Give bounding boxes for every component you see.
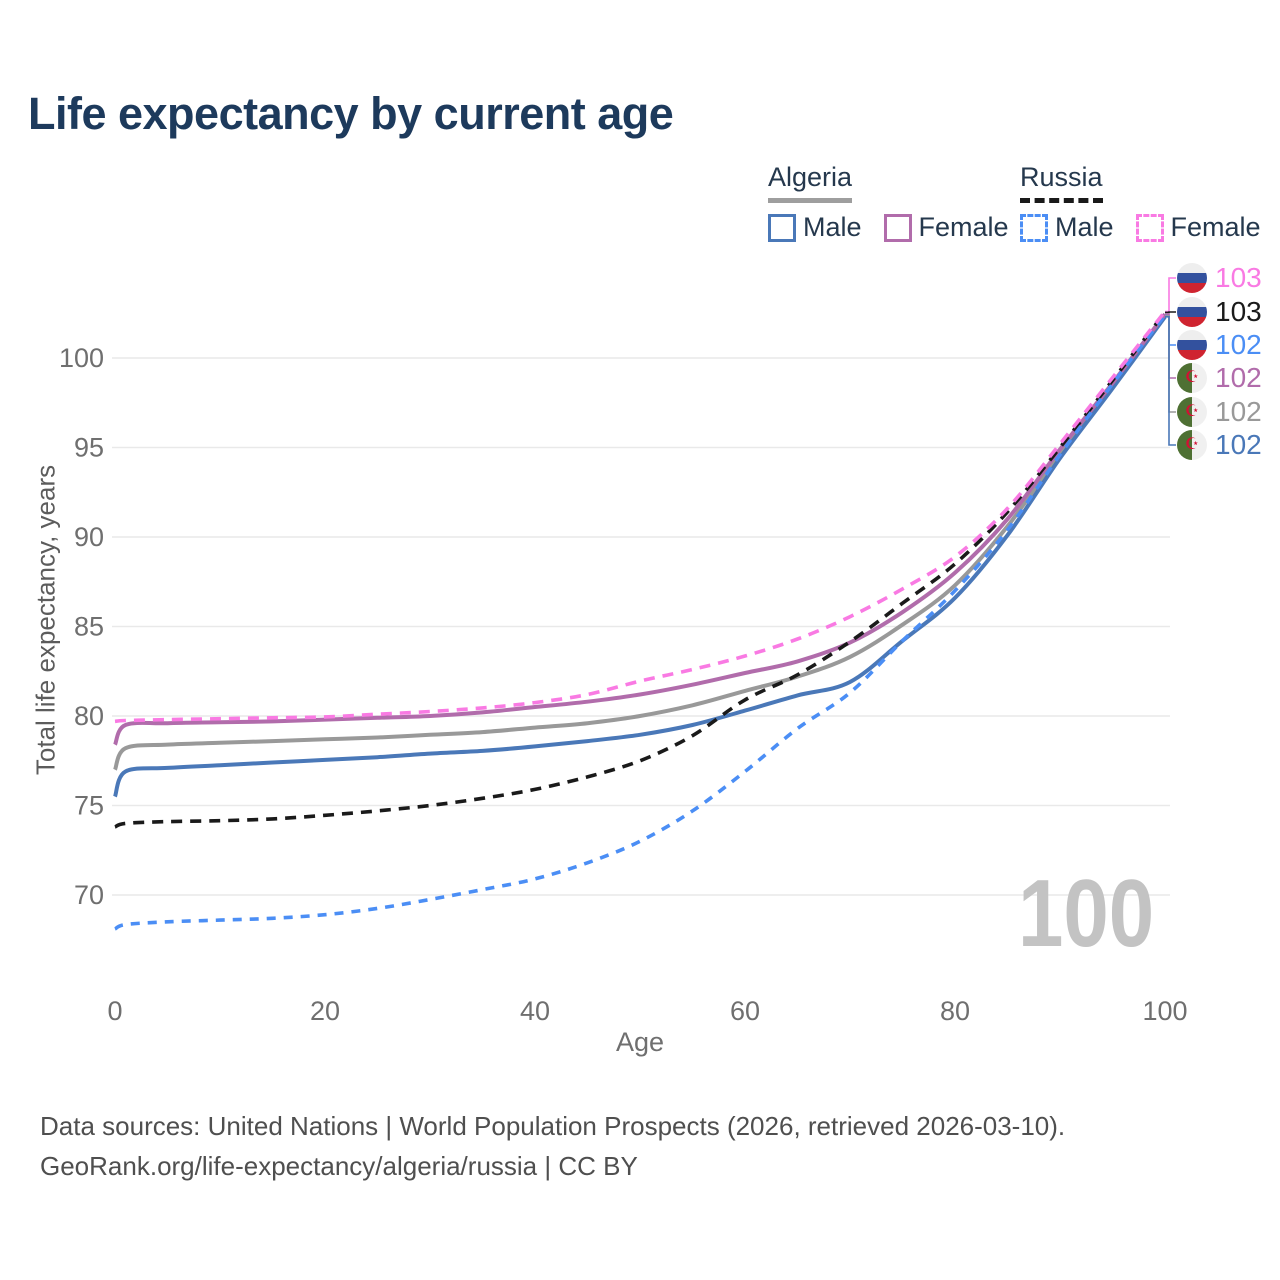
chart-plot-area[interactable]: 70 75 80 85 90 95 100 0 20 40 60 80 100	[0, 0, 1280, 1080]
legend-country-algeria: Algeria	[768, 162, 853, 203]
legend-label: Male	[1055, 212, 1114, 242]
page-title: Life expectancy by current age	[28, 88, 674, 139]
data-sources-line: Data sources: United Nations | World Pop…	[40, 1111, 1066, 1141]
end-label-russia-male: 102	[1177, 329, 1262, 360]
legend-label: Female	[1170, 212, 1261, 242]
y-tick-label: 70	[74, 880, 104, 910]
legend-country-russia: Russia	[1020, 162, 1103, 203]
footer: Data sources: United Nations | World Pop…	[40, 1106, 1065, 1186]
legend-items-russia: Male Female	[1020, 212, 1261, 243]
x-tick-label: 100	[1142, 996, 1187, 1026]
end-label-algeria-both: 102	[1177, 396, 1262, 427]
end-label-value: 102	[1215, 396, 1262, 427]
legend-item-algeria-female[interactable]: Female	[883, 212, 1009, 243]
current-age-watermark: 100	[1018, 860, 1155, 967]
russia-female-swatch-icon	[1135, 213, 1164, 242]
end-label-algeria-male: 102	[1177, 429, 1262, 460]
series-line-russia-male[interactable]	[114, 313, 1167, 931]
series-line-algeria-both-sexes[interactable]	[113, 314, 1167, 771]
y-tick-label: 80	[74, 701, 104, 731]
x-axis-title: Age	[615, 1027, 665, 1057]
russia-flag-icon	[1177, 297, 1207, 327]
series-line-algeria-female[interactable]	[113, 312, 1167, 746]
leader-line	[1165, 316, 1176, 446]
leader-line	[1165, 314, 1176, 346]
algeria-female-swatch-icon	[883, 213, 912, 242]
series-line-russia-both-sexes[interactable]	[114, 311, 1167, 829]
end-label-value: 102	[1215, 429, 1262, 460]
x-tick-label: 0	[107, 996, 122, 1026]
y-tick-label: 75	[74, 791, 104, 821]
y-tick-label: 100	[59, 343, 104, 373]
leader-line	[1165, 313, 1176, 379]
legend-label: Male	[803, 212, 862, 242]
x-tick-label: 60	[730, 996, 760, 1026]
russia-flag-icon	[1177, 263, 1207, 293]
algeria-flag-icon	[1177, 397, 1207, 427]
russia-male-swatch-icon	[1020, 213, 1048, 242]
end-label-value: 102	[1215, 362, 1262, 393]
y-tick-label: 85	[74, 612, 104, 642]
end-label-value: 102	[1215, 329, 1262, 360]
series-line-algeria-male[interactable]	[113, 315, 1167, 798]
leader-line	[1165, 315, 1176, 413]
x-tick-label: 20	[310, 996, 340, 1026]
series-line-russia-female[interactable]	[114, 310, 1167, 724]
end-label-value: 103	[1215, 262, 1262, 293]
end-label-russia-both: 103	[1177, 296, 1262, 327]
y-tick-label: 90	[74, 522, 104, 552]
legend-item-russia-female[interactable]: Female	[1135, 212, 1261, 243]
leader-line	[1165, 277, 1176, 313]
legend-label: Female	[918, 212, 1009, 242]
legend-group-russia: Russia Male Female	[1020, 162, 1261, 243]
algeria-flag-icon	[1177, 430, 1207, 460]
end-label-value: 103	[1215, 296, 1262, 327]
legend-group-algeria: Algeria Male Female	[768, 162, 1009, 243]
x-tick-label: 40	[520, 996, 550, 1026]
x-tick-label: 80	[940, 996, 970, 1026]
legend-item-russia-male[interactable]: Male	[1020, 212, 1114, 243]
algeria-flag-icon	[1177, 363, 1207, 393]
end-label-algeria-female: 102	[1177, 362, 1262, 393]
attribution-line: GeoRank.org/life-expectancy/algeria/russ…	[40, 1151, 638, 1181]
legend-item-algeria-male[interactable]: Male	[768, 212, 862, 243]
legend-items-algeria: Male Female	[768, 212, 1009, 243]
y-tick-label: 95	[74, 433, 104, 463]
algeria-male-swatch-icon	[768, 213, 796, 242]
russia-flag-icon	[1177, 330, 1207, 360]
end-label-russia-female: 103	[1177, 262, 1262, 293]
